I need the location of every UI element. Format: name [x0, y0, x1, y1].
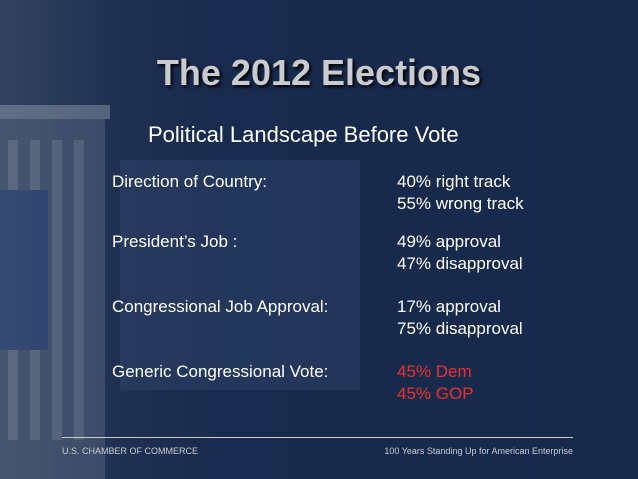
row-label: Congressional Job Approval:: [112, 297, 329, 316]
row-value: 49% approval: [397, 232, 501, 251]
row-value: 45% Dem: [397, 362, 472, 381]
row-label: President’s Job :: [112, 232, 238, 251]
footer-left: U.S. CHAMBER OF COMMERCE: [62, 446, 199, 456]
row-value: 47% disapproval: [397, 254, 523, 273]
footer-right: 100 Years Standing Up for American Enter…: [384, 446, 573, 456]
footer-rule: [62, 437, 573, 438]
row-label: Direction of Country:: [112, 172, 267, 191]
row-value: 75% disapproval: [397, 319, 523, 338]
row-value: 17% approval: [397, 297, 501, 316]
row-value: 45% GOP: [397, 384, 474, 403]
slide-title: The 2012 Elections: [156, 52, 482, 93]
row-value: 40% right track: [397, 172, 511, 191]
row-value: 55% wrong track: [397, 194, 524, 213]
row-label: Generic Congressional Vote:: [112, 362, 329, 381]
slide-subtitle: Political Landscape Before Vote: [148, 122, 459, 147]
